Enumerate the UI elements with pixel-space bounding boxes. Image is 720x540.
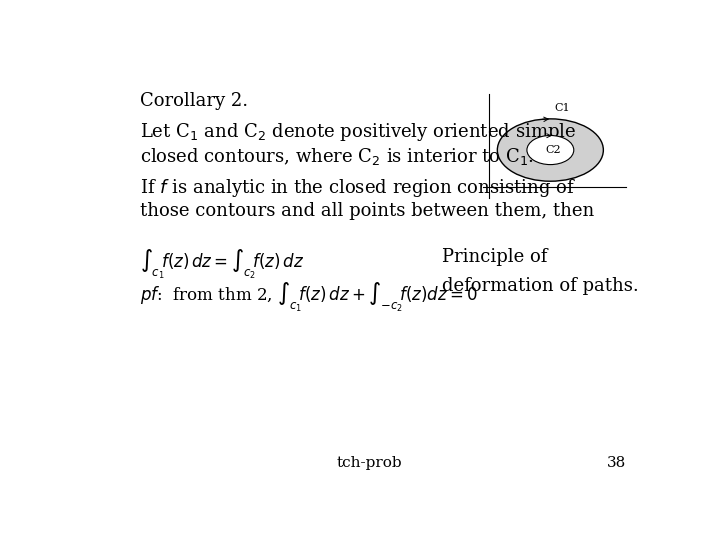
- Text: 38: 38: [606, 456, 626, 470]
- Ellipse shape: [527, 136, 574, 165]
- Text: C1: C1: [555, 103, 570, 113]
- Text: If $f$ is analytic in the closed region consisting of: If $f$ is analytic in the closed region …: [140, 177, 576, 199]
- Ellipse shape: [498, 119, 603, 181]
- Text: deformation of paths.: deformation of paths.: [441, 277, 639, 295]
- Text: tch-prob: tch-prob: [336, 456, 402, 470]
- Text: $\int_{c_1}\! f(z)\,dz = \int_{c_2}\! f(z)\,dz$: $\int_{c_1}\! f(z)\,dz = \int_{c_2}\! f(…: [140, 248, 305, 281]
- Text: $pf$:  from thm 2, $\int_{c_1}\! f(z)\,dz + \int_{-c_2}\! f(z)dz = 0$: $pf$: from thm 2, $\int_{c_1}\! f(z)\,dz…: [140, 281, 478, 314]
- Text: C2: C2: [545, 145, 561, 155]
- Text: Corollary 2.: Corollary 2.: [140, 92, 248, 110]
- Text: Let C$_1$ and C$_2$ denote positively oriented simple: Let C$_1$ and C$_2$ denote positively or…: [140, 121, 577, 143]
- Text: those contours and all points between them, then: those contours and all points between th…: [140, 202, 595, 220]
- Text: Principle of: Principle of: [441, 248, 547, 266]
- Text: closed contours, where C$_2$ is interior to C$_1$.: closed contours, where C$_2$ is interior…: [140, 146, 534, 167]
